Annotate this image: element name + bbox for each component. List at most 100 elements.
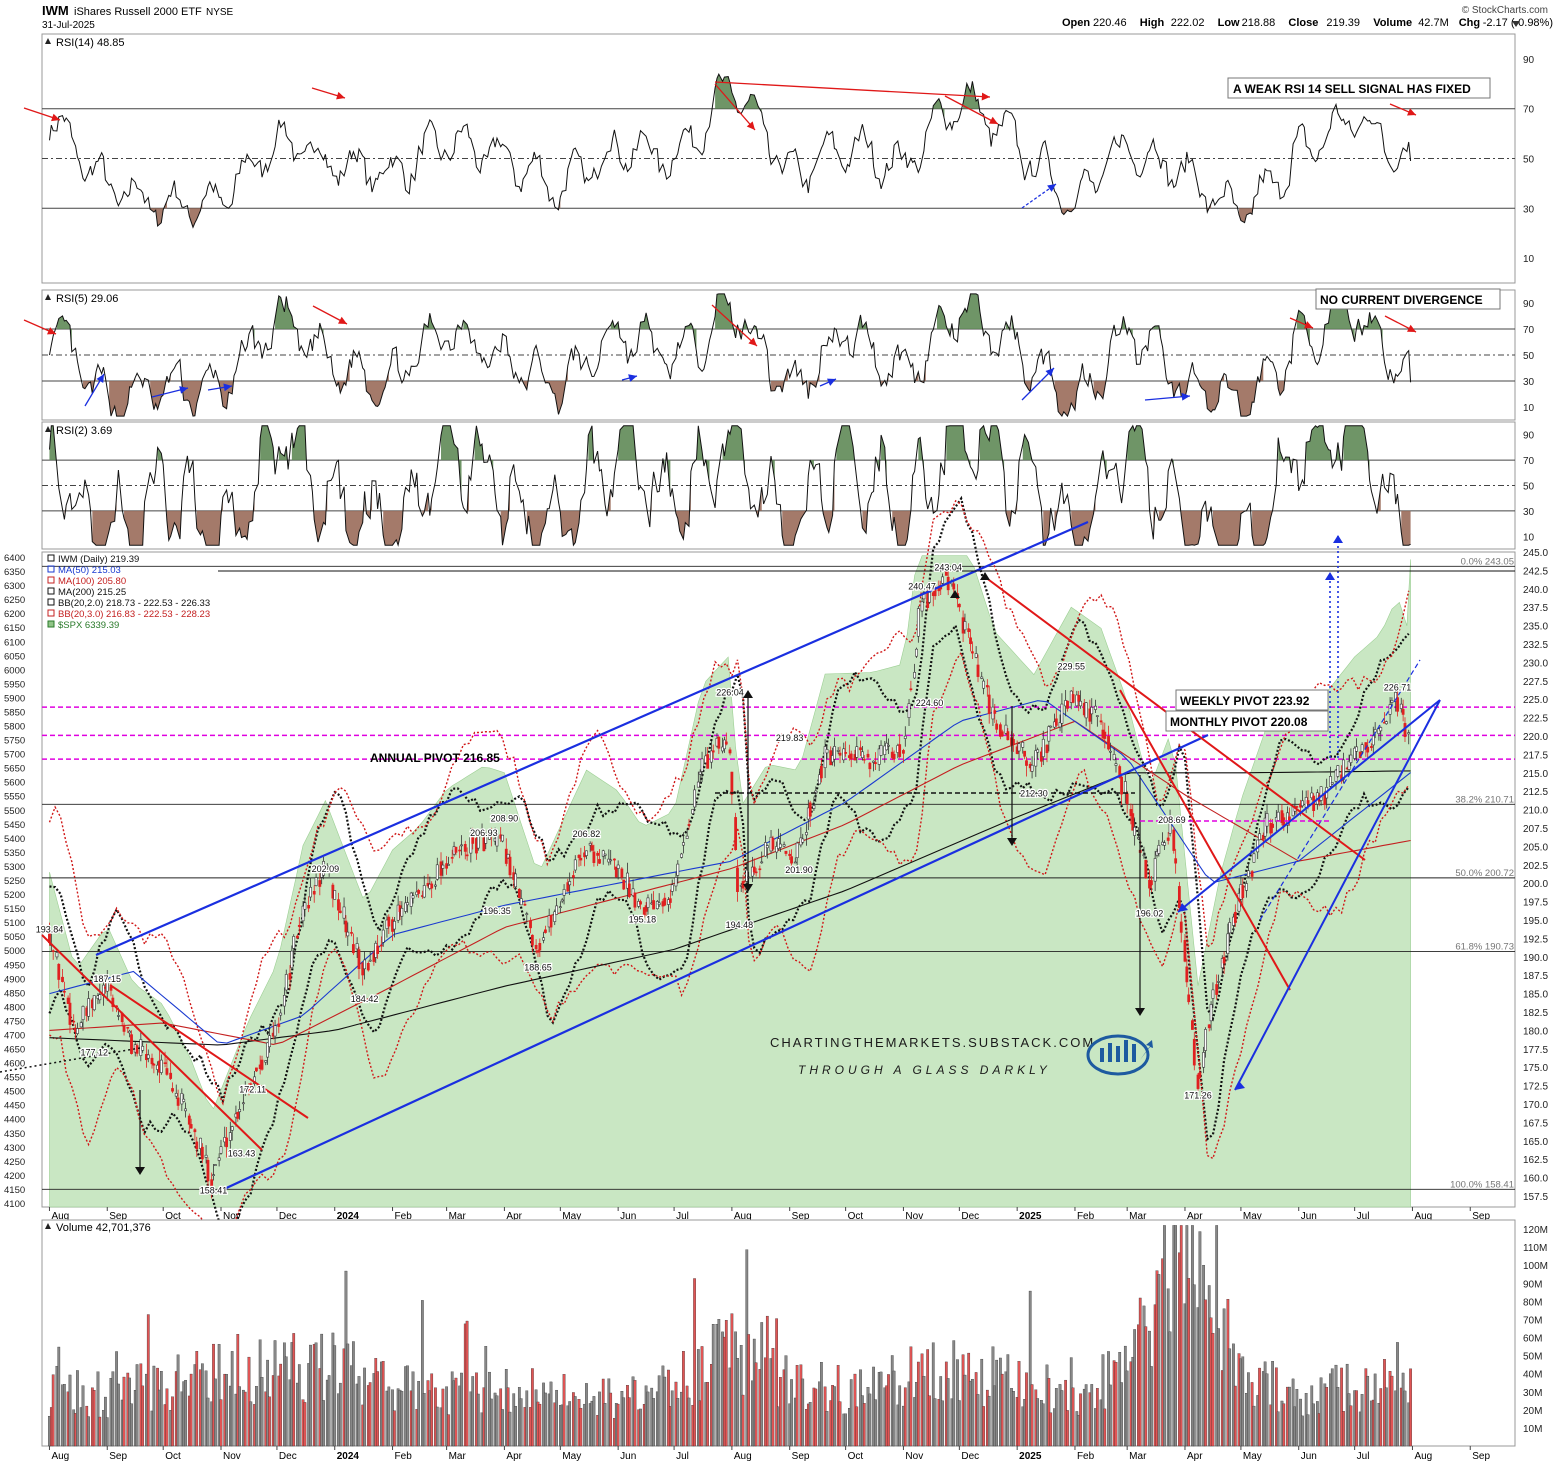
divergence-arrow-head (47, 327, 56, 335)
volume-bar (1030, 1384, 1034, 1447)
x-tick-label: May (1243, 1451, 1262, 1462)
spx-tick-label: 4400 (4, 1115, 25, 1126)
candle-body (588, 843, 592, 846)
volume-bar (1187, 1278, 1191, 1447)
candle-body (1347, 760, 1351, 770)
candle-body (657, 902, 661, 905)
volume-bar (693, 1278, 696, 1447)
spx-tick-label: 5250 (4, 876, 25, 887)
volume-bar (1233, 1385, 1237, 1447)
candle-body (176, 1097, 180, 1106)
downtrend-line (41, 934, 263, 1151)
x-tick-label: Oct (848, 1211, 864, 1222)
bb2-lower (48, 623, 1410, 1236)
volume-bar (1168, 1331, 1172, 1447)
volume-bar (833, 1386, 836, 1447)
legend-swatch (47, 565, 55, 573)
volume-bar (460, 1372, 463, 1447)
candle-body (544, 929, 547, 933)
volume-bar (135, 1364, 139, 1447)
volume-bar (1125, 1370, 1129, 1447)
volume-bar (1211, 1333, 1215, 1447)
y-tick-label: 110M (1523, 1243, 1547, 1254)
y-tick-label: 90 (1523, 55, 1535, 66)
candle-body (568, 881, 572, 886)
candle-body (1108, 750, 1112, 753)
spx-tick-label: 4150 (4, 1185, 25, 1196)
watermark-line-2: THROUGH A GLASS DARKLY (798, 1063, 1051, 1077)
candle-body (1183, 940, 1187, 962)
candle-body (680, 853, 683, 858)
spx-tick-label: 4200 (4, 1171, 25, 1182)
volume-bar (447, 1414, 450, 1447)
candle-body (913, 672, 917, 679)
candle-body (523, 903, 527, 906)
volume-bar (273, 1340, 277, 1447)
candle-body (1095, 715, 1099, 717)
candle-body (55, 952, 59, 958)
volume-bar (1054, 1388, 1058, 1447)
spx-tick-label: 4700 (4, 1030, 25, 1041)
volume-bar (1271, 1361, 1274, 1447)
volume-bar (814, 1388, 818, 1447)
candle-body (187, 1115, 191, 1125)
candle-body (717, 736, 721, 749)
candle-body (51, 950, 55, 952)
candle-body (627, 883, 631, 898)
volume-bar (531, 1368, 534, 1447)
volume-bar (971, 1378, 974, 1447)
y-tick-label: 207.5 (1523, 824, 1548, 835)
downtrend-line (1119, 689, 1291, 991)
candle-body (974, 653, 978, 658)
volume-bar (646, 1391, 650, 1447)
volume-bar (1349, 1405, 1353, 1447)
candle-body (1099, 720, 1103, 723)
divergence-arrow-head (51, 113, 60, 122)
volume-bar (1366, 1375, 1370, 1447)
candle-body (1144, 859, 1148, 879)
collapse-icon (45, 38, 51, 44)
candle-body (1370, 746, 1373, 748)
uptrend-line (1234, 699, 1441, 1091)
candle-body (969, 637, 972, 645)
volume-bar (892, 1370, 896, 1447)
candle-body (941, 576, 944, 584)
candle-body (795, 842, 799, 859)
candle-body (506, 853, 510, 859)
y-tick-label: 195.0 (1523, 916, 1548, 927)
candle-body (728, 749, 732, 754)
divergence-arrow (714, 81, 991, 98)
volume-bar (916, 1361, 920, 1447)
candle-body (711, 750, 715, 753)
x-tick-label: 2024 (337, 1211, 360, 1222)
candle-body (644, 905, 648, 912)
candle-body (1301, 800, 1304, 807)
volume-bar (1066, 1410, 1069, 1447)
candle-body (182, 1098, 186, 1102)
x-tick-label: Sep (792, 1211, 810, 1222)
x-tick-label: Jul (1357, 1211, 1370, 1222)
ohlc-value-4: 42.7M (1418, 17, 1449, 29)
volume-bar (368, 1382, 372, 1447)
candle-body (590, 845, 594, 851)
candle-body (879, 745, 883, 756)
volume-bar (1396, 1342, 1399, 1447)
price-label: 226.71 (1384, 683, 1412, 693)
candle-body (1036, 749, 1040, 753)
volume-bar (730, 1313, 734, 1447)
y-tick-label: 175.0 (1523, 1063, 1548, 1074)
chart-header: IWM iShares Russell 2000 ETF NYSE 31-Jul… (42, 3, 1553, 31)
candle-body (883, 745, 887, 756)
volume-bar (206, 1397, 210, 1447)
candle-body (1012, 739, 1015, 745)
candle-body (219, 1146, 223, 1154)
candle-body (691, 809, 695, 814)
candle-body (555, 905, 559, 915)
candle-body (1066, 700, 1069, 709)
x-tick-label: 2024 (337, 1451, 360, 1462)
volume-bar (562, 1374, 566, 1447)
arrow-head-icon (1007, 838, 1017, 846)
uptrend-line (1177, 699, 1441, 913)
volume-bar (1360, 1394, 1364, 1447)
candle-body (579, 857, 583, 861)
